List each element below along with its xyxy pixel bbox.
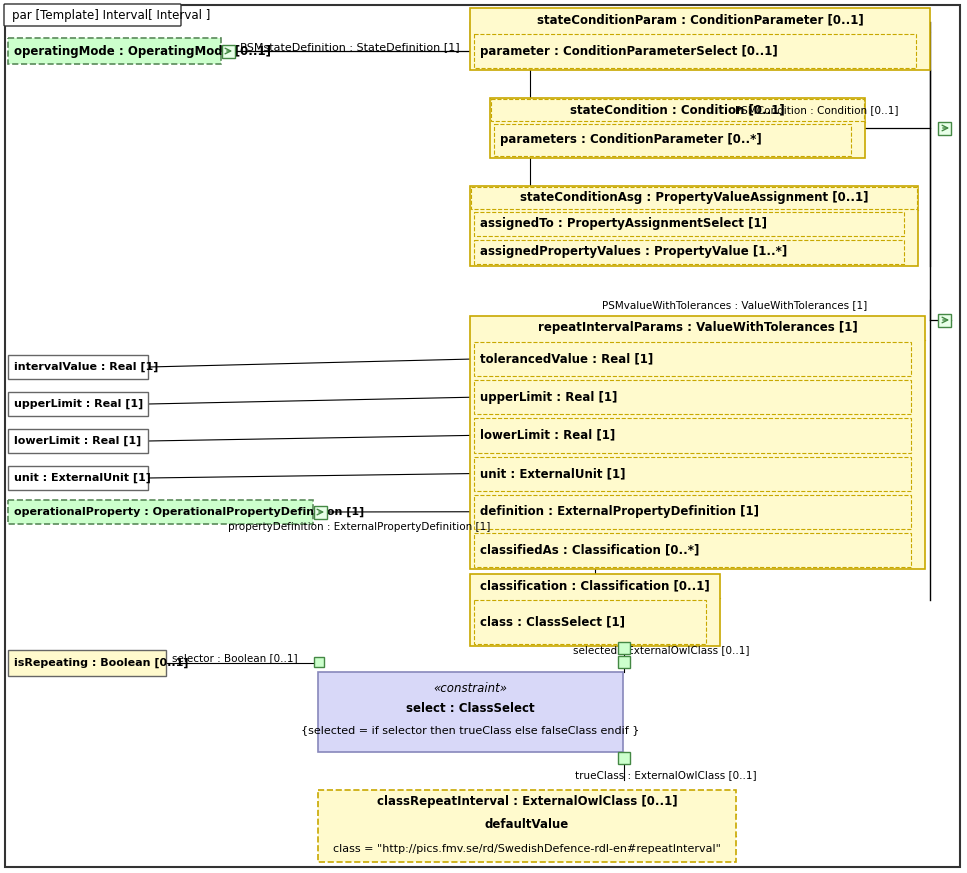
Text: selector : Boolean [0..1]: selector : Boolean [0..1] bbox=[172, 653, 298, 663]
Text: PSMvalueWithTolerances : ValueWithTolerances [1]: PSMvalueWithTolerances : ValueWithTolera… bbox=[602, 300, 867, 310]
Text: unit : ExternalUnit [1]: unit : ExternalUnit [1] bbox=[480, 467, 626, 480]
Text: stateConditionAsg : PropertyValueAssignment [0..1]: stateConditionAsg : PropertyValueAssignm… bbox=[519, 191, 868, 204]
Bar bbox=[470, 316, 925, 569]
Bar bbox=[8, 466, 148, 490]
Text: upperLimit : Real [1]: upperLimit : Real [1] bbox=[14, 399, 143, 409]
Text: operatingMode : OperatingMode [0..1]: operatingMode : OperatingMode [0..1] bbox=[14, 45, 271, 58]
Text: PSMstateDefinition : StateDefinition [1]: PSMstateDefinition : StateDefinition [1] bbox=[240, 42, 459, 52]
Bar bbox=[318, 790, 736, 862]
Bar bbox=[8, 392, 148, 416]
Text: intervalValue : Real [1]: intervalValue : Real [1] bbox=[14, 362, 159, 372]
Text: upperLimit : Real [1]: upperLimit : Real [1] bbox=[480, 391, 617, 403]
Bar bbox=[474, 380, 911, 415]
Bar bbox=[474, 495, 911, 529]
Text: trueClass : ExternalOwlClass [0..1]: trueClass : ExternalOwlClass [0..1] bbox=[575, 770, 756, 780]
Bar bbox=[491, 99, 864, 121]
Bar bbox=[618, 752, 630, 764]
Bar bbox=[474, 533, 911, 567]
Text: classification : Classification [0..1]: classification : Classification [0..1] bbox=[481, 580, 710, 593]
Text: parameters : ConditionParameter [0..*]: parameters : ConditionParameter [0..*] bbox=[500, 134, 762, 147]
Text: stateCondition : Condition [0..1]: stateCondition : Condition [0..1] bbox=[571, 104, 785, 116]
Text: unit : ExternalUnit [1]: unit : ExternalUnit [1] bbox=[14, 473, 151, 483]
Bar bbox=[8, 429, 148, 453]
Text: class = "http://pics.fmv.se/rd/SwedishDefence-rdl-en#repeatInterval": class = "http://pics.fmv.se/rd/SwedishDe… bbox=[333, 844, 721, 854]
Text: definition : ExternalPropertyDefinition [1]: definition : ExternalPropertyDefinition … bbox=[480, 505, 759, 519]
FancyBboxPatch shape bbox=[4, 4, 181, 26]
Text: isRepeating : Boolean [0..1]: isRepeating : Boolean [0..1] bbox=[14, 658, 189, 668]
Bar bbox=[474, 34, 916, 68]
Text: {selected = if selector then trueClass else falseClass endif }: {selected = if selector then trueClass e… bbox=[302, 725, 640, 735]
Bar bbox=[618, 642, 630, 654]
Bar bbox=[8, 38, 221, 64]
Bar bbox=[470, 574, 720, 646]
Bar bbox=[318, 672, 623, 752]
Bar bbox=[470, 8, 930, 70]
Text: «constraint»: «constraint» bbox=[433, 682, 508, 695]
Text: stateConditionParam : ConditionParameter [0..1]: stateConditionParam : ConditionParameter… bbox=[537, 13, 864, 26]
Text: tolerancedValue : Real [1]: tolerancedValue : Real [1] bbox=[480, 353, 654, 366]
Text: lowerLimit : Real [1]: lowerLimit : Real [1] bbox=[14, 436, 141, 446]
Bar bbox=[8, 355, 148, 379]
Text: select : ClassSelect: select : ClassSelect bbox=[406, 702, 535, 714]
Bar bbox=[618, 656, 630, 668]
Text: operationalProperty : OperationalPropertyDefinition [1]: operationalProperty : OperationalPropert… bbox=[14, 507, 365, 517]
Bar bbox=[222, 45, 235, 58]
Bar bbox=[938, 314, 951, 327]
Bar bbox=[474, 418, 911, 452]
Text: PSMCondition : Condition [0..1]: PSMCondition : Condition [0..1] bbox=[735, 105, 898, 115]
Text: repeatIntervalParams : ValueWithTolerances [1]: repeatIntervalParams : ValueWithToleranc… bbox=[538, 321, 858, 334]
Bar bbox=[474, 240, 904, 264]
Bar bbox=[314, 657, 324, 667]
Text: selected : ExternalOwlClass [0..1]: selected : ExternalOwlClass [0..1] bbox=[573, 645, 749, 655]
Text: parameter : ConditionParameterSelect [0..1]: parameter : ConditionParameterSelect [0.… bbox=[480, 45, 777, 58]
Bar bbox=[8, 500, 313, 524]
Bar bbox=[938, 122, 951, 135]
Bar bbox=[474, 212, 904, 236]
Text: class : ClassSelect [1]: class : ClassSelect [1] bbox=[480, 615, 625, 629]
Bar bbox=[490, 98, 865, 158]
Text: propertyDefinition : ExternalPropertyDefinition [1]: propertyDefinition : ExternalPropertyDef… bbox=[228, 522, 490, 532]
Bar bbox=[470, 186, 918, 266]
Bar bbox=[8, 650, 166, 676]
Text: assignedPropertyValues : PropertyValue [1..*]: assignedPropertyValues : PropertyValue [… bbox=[480, 245, 787, 258]
Bar bbox=[474, 342, 911, 376]
Text: par [Template] Interval[ Interval ]: par [Template] Interval[ Interval ] bbox=[12, 9, 211, 22]
Bar bbox=[314, 506, 327, 519]
Bar bbox=[474, 457, 911, 491]
Bar bbox=[494, 124, 851, 156]
Bar bbox=[474, 600, 706, 644]
Text: defaultValue: defaultValue bbox=[484, 819, 570, 831]
Text: assignedTo : PropertyAssignmentSelect [1]: assignedTo : PropertyAssignmentSelect [1… bbox=[480, 217, 767, 230]
Text: lowerLimit : Real [1]: lowerLimit : Real [1] bbox=[480, 429, 615, 442]
Text: classRepeatInterval : ExternalOwlClass [0..1]: classRepeatInterval : ExternalOwlClass [… bbox=[377, 795, 677, 808]
Text: classifiedAs : Classification [0..*]: classifiedAs : Classification [0..*] bbox=[480, 543, 699, 556]
Bar bbox=[471, 187, 917, 209]
